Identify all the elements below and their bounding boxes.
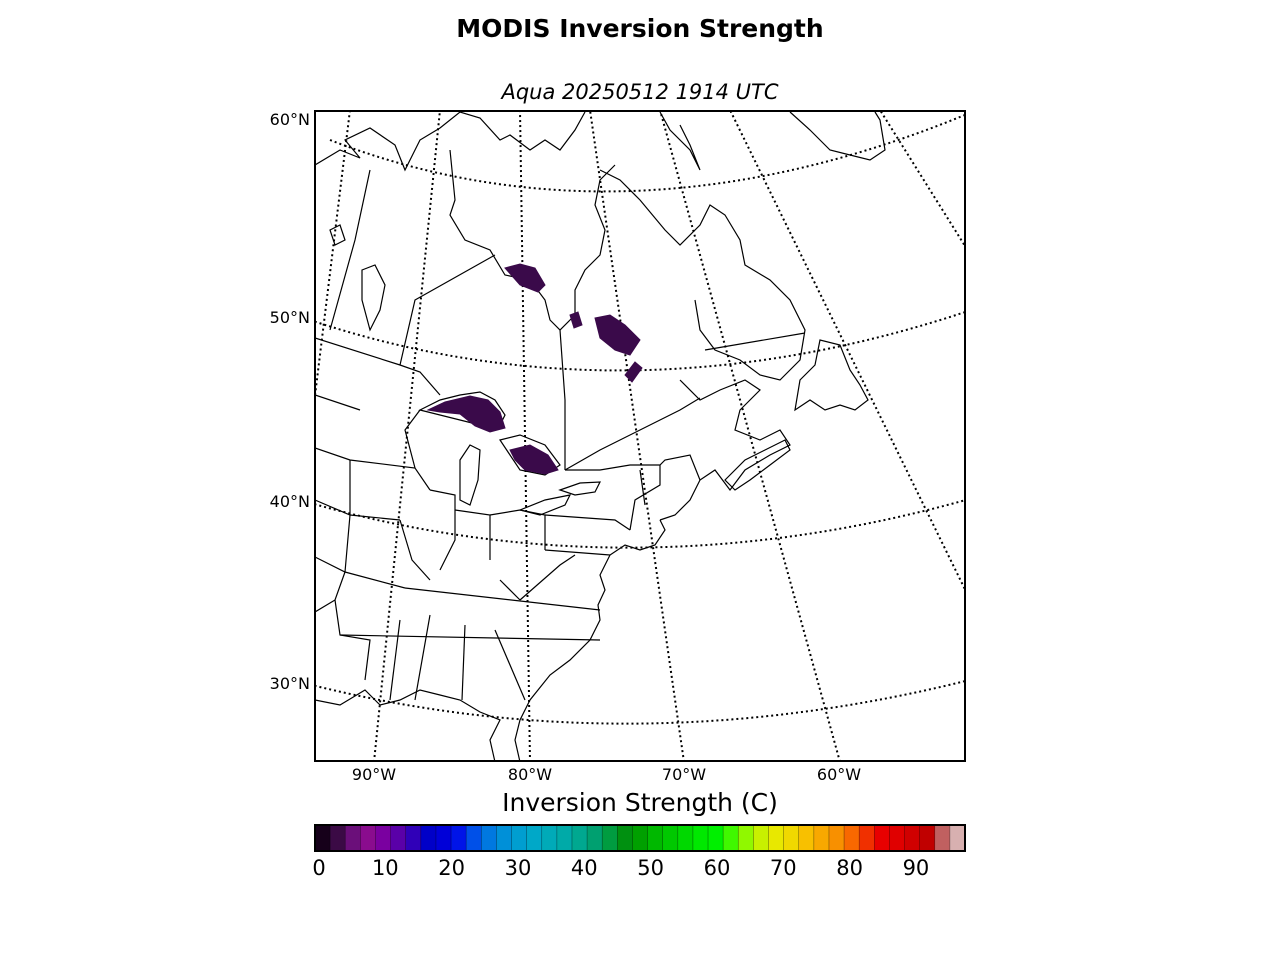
data-patch-quebec [594, 314, 641, 356]
lat-label-60: 60°N [269, 110, 310, 129]
data-patch-lake-superior [426, 395, 506, 433]
data-patch-lake-nipigon [504, 263, 546, 293]
colorbar-swatch [662, 825, 679, 851]
colorbar-tick-label: 20 [438, 856, 465, 880]
longitude-lines [315, 111, 965, 761]
colorbar-tick-label: 60 [703, 856, 731, 880]
lon-line-100w [315, 111, 351, 404]
latitude-lines [315, 113, 965, 725]
lon-line-60w [879, 111, 965, 248]
colorbar-swatch [345, 825, 361, 851]
lon-label-70w: 70°W [661, 765, 707, 784]
colorbar-swatch [904, 825, 921, 851]
colorbar-swatch [360, 825, 377, 851]
colorbar-swatch [315, 825, 331, 851]
map-layers [315, 111, 965, 761]
colorbar-swatch [541, 825, 558, 851]
colorbar-swatch [602, 825, 618, 851]
plot-subtitle: Aqua 20250512 1914 UTC [501, 80, 779, 104]
colorbar-swatch [889, 825, 906, 851]
colorbar-tick-label: 50 [637, 856, 664, 880]
lat-label-40: 40°N [269, 492, 310, 511]
colorbar-swatch [571, 825, 588, 851]
colorbar [314, 824, 966, 852]
lat-label-50: 50°N [269, 308, 310, 327]
colorbar-swatch [738, 825, 754, 851]
lat-label-30: 30°N [269, 674, 310, 693]
colorbar-swatch [587, 825, 603, 851]
inversion-data [426, 263, 643, 475]
lon-line-90w [373, 111, 441, 761]
colorbar-swatch [526, 825, 543, 851]
colorbar-swatch [617, 825, 634, 851]
lon-label-80w: 80°W [507, 765, 553, 784]
colorbar-swatch [934, 825, 951, 851]
lon-line-80w [519, 111, 531, 761]
colorbar-frame [314, 824, 966, 852]
colorbar-tick-label: 40 [570, 856, 598, 880]
colorbar-swatch [813, 825, 830, 851]
data-patch-quebec-small [624, 361, 643, 383]
colorbar-tick-label: 10 [371, 856, 399, 880]
political-borders [315, 169, 806, 701]
map-background [315, 111, 965, 761]
colorbar-swatch [420, 825, 437, 851]
colorbar-swatch [390, 825, 407, 851]
lat-line-60 [329, 113, 965, 193]
colorbar-swatch [647, 825, 664, 851]
colorbar-swatch [556, 825, 573, 851]
lon-label-60w: 60°W [816, 765, 862, 784]
colorbar-swatch [753, 825, 770, 851]
colorbar-swatch [435, 825, 452, 851]
lon-label-90w: 90°W [351, 765, 397, 784]
coastlines [315, 111, 886, 761]
data-patch-lake-huron [509, 444, 559, 475]
colorbar-swatch [496, 825, 513, 851]
colorbar-tick-label: 90 [902, 856, 930, 880]
colorbar-swatch [723, 825, 739, 851]
colorbar-swatch [798, 825, 815, 851]
colorbar-tick-label: 30 [504, 856, 532, 880]
colorbar-swatch [768, 825, 785, 851]
lake-erie-outline [518, 494, 572, 516]
colorbar-swatch [481, 825, 497, 851]
map-frame [314, 110, 966, 762]
colorbar-swatch [919, 825, 936, 851]
colorbar-swatch [375, 825, 392, 851]
colorbar-swatch [844, 825, 860, 851]
colorbar-swatch [828, 825, 845, 851]
colorbar-label: Inversion Strength (C) [502, 788, 778, 817]
colorbar-swatch [874, 825, 891, 851]
colorbar-swatch [632, 825, 649, 851]
lake-superior-outline [418, 391, 506, 426]
st-lawrence-river [564, 397, 701, 471]
colorbar-swatch [330, 825, 346, 851]
colorbar-swatch [405, 825, 422, 851]
data-patch-quebec-west [569, 311, 583, 329]
colorbar-swatch [783, 825, 800, 851]
colorbar-swatch [511, 825, 528, 851]
lat-line-40 [315, 499, 965, 549]
colorbar-tick-label: 70 [769, 856, 797, 880]
colorbar-swatch [859, 825, 875, 851]
colorbar-swatch [677, 825, 694, 851]
colorbar-swatch [692, 825, 709, 851]
colorbar-swatch [708, 825, 724, 851]
colorbar-tick-label: 80 [836, 856, 863, 880]
colorbar-swatches [315, 825, 966, 851]
colorbar-tick-label: 0 [312, 856, 326, 880]
colorbar-swatch [466, 825, 482, 851]
plot-title: MODIS Inversion Strength [456, 14, 824, 43]
colorbar-swatch [451, 825, 467, 851]
lake-michigan-outline [459, 444, 481, 506]
colorbar-swatch [949, 825, 966, 851]
lake-ontario-outline [558, 481, 601, 496]
